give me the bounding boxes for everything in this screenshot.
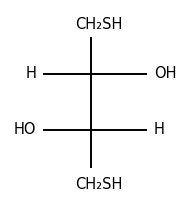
Text: HO: HO bbox=[14, 123, 36, 137]
Text: OH: OH bbox=[154, 66, 176, 81]
Text: CH₂SH: CH₂SH bbox=[75, 177, 123, 192]
Text: H: H bbox=[25, 66, 36, 81]
Text: H: H bbox=[154, 123, 165, 137]
Text: CH₂SH: CH₂SH bbox=[75, 17, 123, 32]
